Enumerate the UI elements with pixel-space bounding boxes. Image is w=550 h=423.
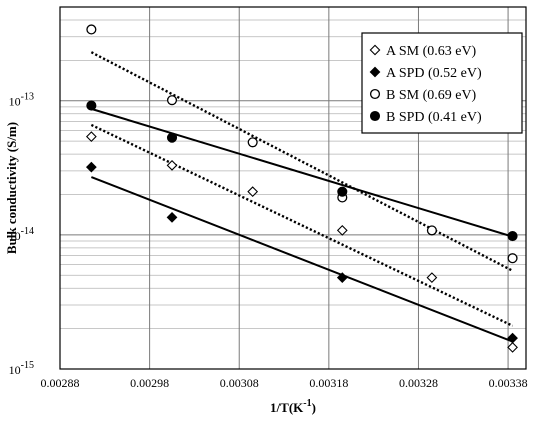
legend-box	[361, 32, 523, 134]
x-tick-label: 0.00318	[309, 376, 348, 390]
data-markers	[85, 24, 518, 353]
x-tick-label: 0.00328	[399, 376, 438, 390]
legend-label: A SPD (0.52 eV)	[386, 66, 482, 81]
y-tick-label: 10-15	[9, 360, 34, 377]
legend-label: B SPD (0.41 eV)	[386, 110, 482, 125]
data-point	[86, 24, 97, 35]
y-axis-title: Bulk conductivity (S/m)	[4, 122, 19, 254]
data-point	[426, 225, 437, 236]
x-tick-label: 0.00338	[489, 376, 528, 390]
data-point	[507, 231, 518, 242]
data-point	[85, 131, 97, 143]
fit-line	[91, 107, 513, 238]
legend-marker	[369, 110, 381, 122]
plot-frame	[59, 6, 527, 370]
data-point	[166, 132, 178, 143]
data-point	[247, 137, 258, 148]
x-tick-label: 0.00298	[130, 376, 169, 390]
x-tick-label: 0.00308	[220, 376, 259, 390]
data-point	[85, 161, 97, 173]
data-point	[336, 272, 348, 284]
fit-lines	[90, 51, 514, 343]
legend: A SM (0.63 eV) A SPD (0.52 eV) B SM (0.69 …	[361, 32, 523, 134]
x-axis-title-main: 1/T(K	[270, 400, 304, 415]
y-tick-label: 10-13	[9, 92, 34, 109]
fit-line	[91, 176, 513, 343]
data-point	[507, 332, 518, 344]
x-axis-title: 1/T(K-1)	[270, 398, 316, 415]
legend-label: B SM (0.69 eV)	[386, 88, 477, 103]
legend-marker	[369, 66, 381, 78]
data-point	[426, 272, 438, 284]
fit-line	[90, 123, 514, 327]
data-point	[336, 225, 348, 236]
data-point	[247, 186, 259, 198]
legend-marker	[369, 44, 381, 56]
y-tick-labels: 10-15 10-14 10-13	[9, 92, 34, 377]
x-axis-title-superscript: -1	[303, 398, 311, 409]
x-axis-title-close: )	[312, 400, 316, 415]
data-point	[166, 159, 178, 171]
x-tick-labels: 0.00288 0.00298 0.00308 0.00318 0.00328 0.003…	[41, 376, 528, 390]
data-point	[166, 212, 178, 223]
legend-label: A SM (0.63 eV)	[386, 44, 477, 59]
x-tick-label: 0.00288	[41, 376, 80, 390]
data-point	[166, 95, 178, 106]
data-point	[507, 341, 518, 353]
y-tick-label: 10-14	[9, 226, 34, 243]
data-point	[507, 253, 518, 264]
data-point	[86, 100, 97, 111]
data-point	[337, 186, 348, 197]
legend-marker	[369, 88, 381, 100]
